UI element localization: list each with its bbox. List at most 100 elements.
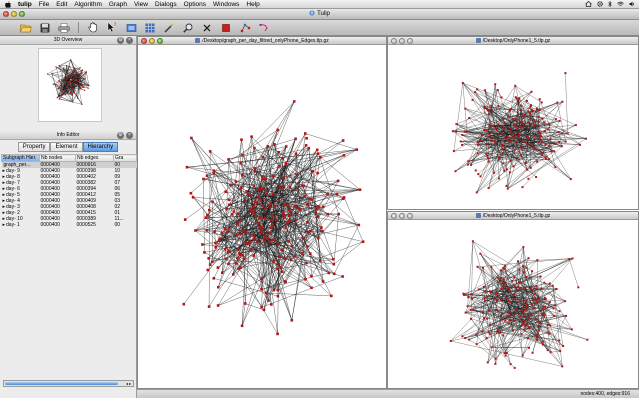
graph-node[interactable] [260,188,263,191]
graph-node[interactable] [284,226,288,229]
graph-node[interactable] [201,243,204,246]
graph-node[interactable] [260,226,264,229]
minimize-window-button[interactable] [11,11,17,17]
graph-node[interactable] [549,138,552,141]
graph-node[interactable] [461,134,464,136]
graph-node[interactable] [314,211,318,215]
graph-node[interactable] [320,226,323,229]
graph-node[interactable] [521,312,524,315]
graph-node[interactable] [498,278,501,281]
pointer-tool-icon[interactable]: ? [105,22,119,34]
graph-node[interactable] [290,319,294,322]
edge-bend-icon[interactable] [257,22,271,34]
magic-wand-icon[interactable] [162,22,176,34]
graph-node[interactable] [72,78,74,81]
graph-node[interactable] [527,316,530,319]
graph-node[interactable] [500,96,503,99]
graph-node[interactable] [261,175,264,179]
graph-node[interactable] [494,83,497,86]
graph-node[interactable] [326,192,329,196]
graph-node[interactable] [316,171,319,175]
graph-node[interactable] [276,332,279,336]
graph-node[interactable] [483,107,486,109]
graph-node[interactable] [538,322,541,325]
graph-node[interactable] [262,177,265,181]
graph-node[interactable] [520,126,522,129]
graph-node[interactable] [519,146,522,149]
graph-node[interactable] [226,230,229,234]
graph-node[interactable] [514,84,517,87]
graph-node[interactable] [464,337,467,340]
graph-node[interactable] [513,276,516,279]
graph-node[interactable] [538,320,540,323]
graph-node[interactable] [522,246,525,249]
graph-node[interactable] [256,195,260,199]
graph-node[interactable] [253,146,256,150]
graph-node[interactable] [241,153,244,157]
graph-node[interactable] [532,299,535,302]
graph-node[interactable] [66,77,68,79]
graph-node[interactable] [85,71,87,73]
graph-node[interactable] [223,227,227,230]
bottom-right-view-minimize-button[interactable] [399,213,405,219]
graph-node[interactable] [250,135,253,138]
edge-add-icon[interactable] [238,22,252,34]
graph-node[interactable] [558,140,561,143]
graph-node[interactable] [221,271,224,274]
graph-node[interactable] [524,162,527,165]
graph-node[interactable] [68,82,70,84]
graph-node[interactable] [454,130,457,133]
graph-node[interactable] [214,246,217,249]
graph-node[interactable] [79,74,82,76]
graph-node[interactable] [271,214,274,217]
graph-node[interactable] [520,323,523,326]
graph-node[interactable] [73,82,76,84]
graph-node[interactable] [77,97,79,99]
graph-node[interactable] [273,204,276,208]
volume-icon[interactable] [629,1,635,9]
graph-node[interactable] [502,278,505,281]
graph-node[interactable] [264,216,267,220]
bottom-right-graph-canvas[interactable] [388,220,638,388]
graph-node[interactable] [242,229,245,233]
graph-node[interactable] [552,307,555,310]
graph-node[interactable] [270,303,273,306]
graph-node[interactable] [520,332,523,335]
graph-node[interactable] [494,142,497,145]
graph-node[interactable] [88,85,90,87]
graph-node[interactable] [509,130,512,133]
graph-node[interactable] [498,157,501,160]
graph-node[interactable] [496,123,499,126]
graph-node[interactable] [81,72,83,74]
graph-node[interactable] [501,125,504,128]
graph-node[interactable] [548,301,551,304]
graph-node[interactable] [518,298,521,301]
graph-node[interactable] [272,260,275,263]
graph-node[interactable] [227,158,230,161]
graph-node[interactable] [514,96,517,99]
graph-node[interactable] [280,248,283,252]
graph-node[interactable] [528,346,530,349]
graph-node[interactable] [254,200,257,204]
graph-node[interactable] [480,134,483,137]
graph-node[interactable] [267,299,270,302]
tab-property[interactable]: Property [17,142,51,152]
graph-node[interactable] [218,237,221,241]
table-row[interactable]: ▸day- 3 0000400 0000408 02 [2,204,137,210]
graph-node[interactable] [461,81,464,84]
graph-node[interactable] [314,207,318,211]
graph-node[interactable] [300,252,304,255]
graph-node[interactable] [508,312,511,315]
graph-node[interactable] [357,223,361,227]
graph-node[interactable] [524,319,527,322]
graph-node[interactable] [470,317,472,320]
graph-node[interactable] [319,155,322,159]
graph-node[interactable] [284,163,288,166]
graph-node[interactable] [81,69,83,71]
graph-node[interactable] [332,262,336,266]
graph-node[interactable] [258,187,262,190]
graph-node[interactable] [246,193,250,196]
graph-node[interactable] [479,175,482,178]
graph-node[interactable] [282,203,286,207]
graph-node[interactable] [526,168,529,171]
